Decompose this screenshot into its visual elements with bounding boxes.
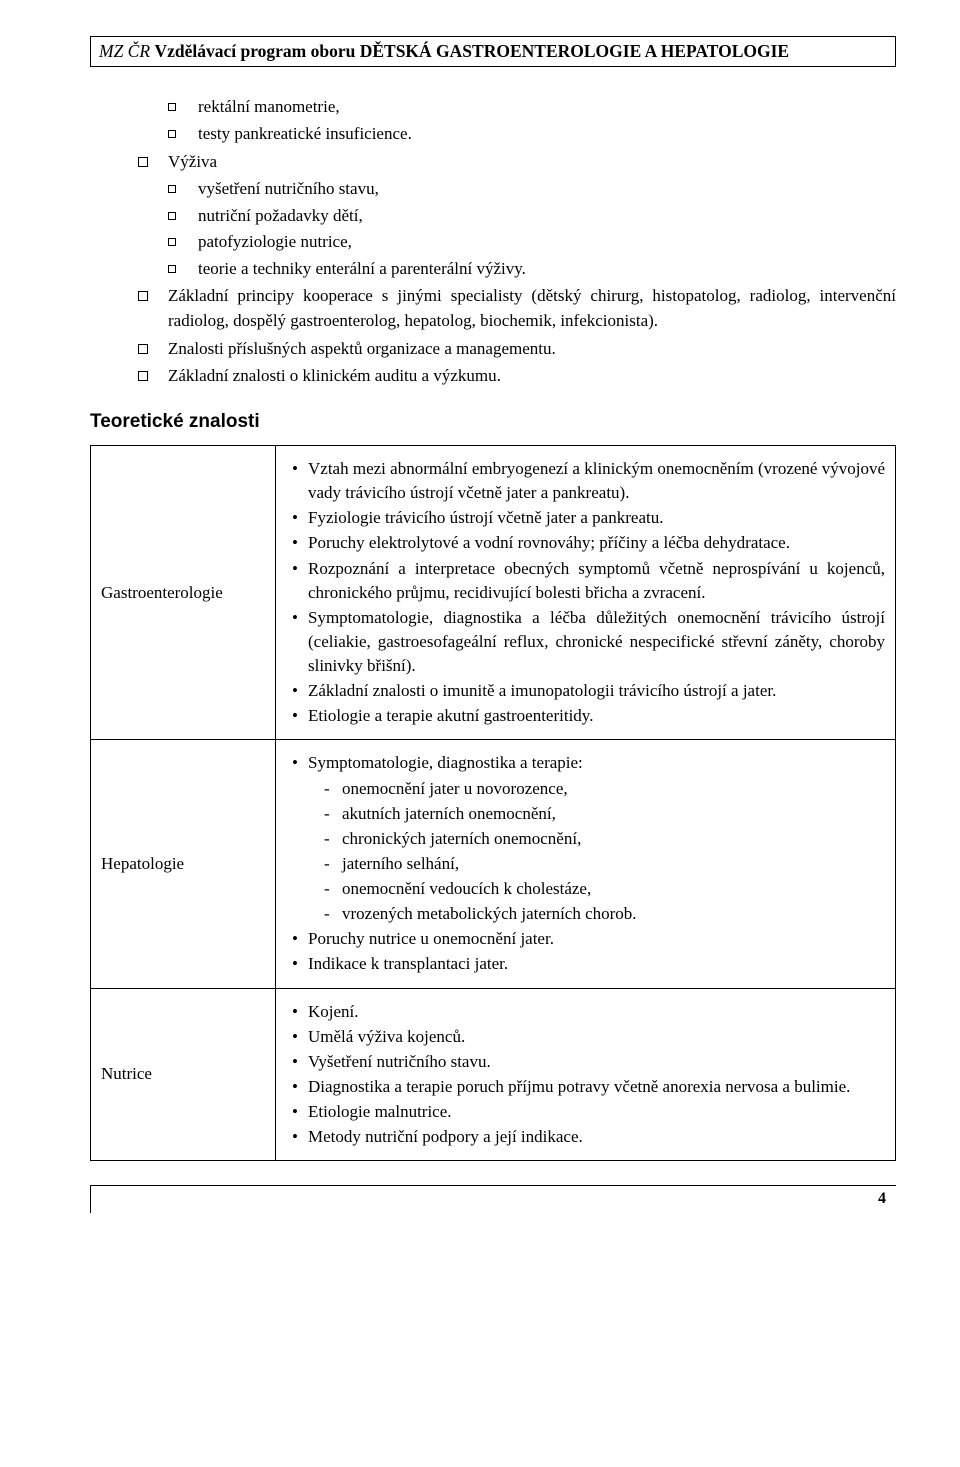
list-item: Vztah mezi abnormální embryogenezí a kli… <box>308 457 885 505</box>
dash-list: onemocnění jater u novorozence, akutních… <box>308 777 885 927</box>
outline-item: Výživa <box>138 150 896 175</box>
bullet-list: Symptomatologie, diagnostika a terapie: … <box>286 751 885 976</box>
bullet-list: Kojení. Umělá výživa kojenců. Vyšetření … <box>286 1000 885 1150</box>
header-bar: MZ ČR Vzdělávací program oboru DĚTSKÁ GA… <box>90 36 896 67</box>
row-content: Kojení. Umělá výživa kojenců. Vyšetření … <box>276 988 896 1161</box>
list-item: Indikace k transplantaci jater. <box>308 952 885 976</box>
table-row: Gastroenterologie Vztah mezi abnormální … <box>91 446 896 740</box>
outline-paragraph: Základní principy kooperace s jinými spe… <box>138 284 896 333</box>
row-content: Vztah mezi abnormální embryogenezí a kli… <box>276 446 896 740</box>
table-row: Nutrice Kojení. Umělá výživa kojenců. Vy… <box>91 988 896 1161</box>
outline-item: rektální manometrie, <box>138 95 896 120</box>
list-item: Vyšetření nutričního stavu. <box>308 1050 885 1074</box>
list-item: jaterního selhání, <box>342 852 885 876</box>
outline-item: vyšetření nutričního stavu, <box>138 177 896 202</box>
list-item: chronických jaterních onemocnění, <box>342 827 885 851</box>
list-item: Poruchy elektrolytové a vodní rovnováhy;… <box>308 531 885 555</box>
page-number: 4 <box>878 1190 886 1208</box>
list-item: Fyziologie trávicího ústrojí včetně jate… <box>308 506 885 530</box>
list-item: akutních jaterních onemocnění, <box>342 802 885 826</box>
section-heading: Teoretické znalosti <box>90 411 896 433</box>
table-row: Hepatologie Symptomatologie, diagnostika… <box>91 740 896 988</box>
knowledge-table: Gastroenterologie Vztah mezi abnormální … <box>90 445 896 1161</box>
row-label: Gastroenterologie <box>91 446 276 740</box>
row-content: Symptomatologie, diagnostika a terapie: … <box>276 740 896 988</box>
outline-item: teorie a techniky enterální a parenterál… <box>138 257 896 282</box>
list-item: onemocnění vedoucích k cholestáze, <box>342 877 885 901</box>
list-item: Etiologie malnutrice. <box>308 1100 885 1124</box>
list-item: Metody nutriční podpory a její indikace. <box>308 1125 885 1149</box>
header-prefix: MZ ČR <box>99 41 154 61</box>
row-label: Hepatologie <box>91 740 276 988</box>
outline-item: nutriční požadavky dětí, <box>138 204 896 229</box>
outline-paragraph: Znalosti příslušných aspektů organizace … <box>138 337 896 362</box>
outline-block: rektální manometrie, testy pankreatické … <box>90 95 896 389</box>
page-number-frame: 4 <box>90 1185 896 1213</box>
list-item-text: Symptomatologie, diagnostika a terapie: <box>308 753 583 772</box>
page-container: MZ ČR Vzdělávací program oboru DĚTSKÁ GA… <box>0 0 960 1237</box>
outline-item: testy pankreatické insuficience. <box>138 122 896 147</box>
list-item: Kojení. <box>308 1000 885 1024</box>
list-item: Poruchy nutrice u onemocnění jater. <box>308 927 885 951</box>
list-item: onemocnění jater u novorozence, <box>342 777 885 801</box>
list-item: Symptomatologie, diagnostika a terapie: … <box>308 751 885 926</box>
list-item: vrozených metabolických jaterních chorob… <box>342 902 885 926</box>
list-item: Etiologie a terapie akutní gastroenterit… <box>308 704 885 728</box>
list-item: Umělá výživa kojenců. <box>308 1025 885 1049</box>
row-label: Nutrice <box>91 988 276 1161</box>
bullet-list: Vztah mezi abnormální embryogenezí a kli… <box>286 457 885 728</box>
outline-paragraph: Základní znalosti o klinickém auditu a v… <box>138 364 896 389</box>
list-item: Symptomatologie, diagnostika a léčba důl… <box>308 606 885 678</box>
page-number-box: 4 <box>90 1185 896 1213</box>
outline-item: patofyziologie nutrice, <box>138 230 896 255</box>
header-title: Vzdělávací program oboru DĚTSKÁ GASTROEN… <box>154 41 789 61</box>
list-item: Základní znalosti o imunitě a imunopatol… <box>308 679 885 703</box>
list-item: Rozpoznání a interpretace obecných sympt… <box>308 557 885 605</box>
list-item: Diagnostika a terapie poruch příjmu potr… <box>308 1075 885 1099</box>
